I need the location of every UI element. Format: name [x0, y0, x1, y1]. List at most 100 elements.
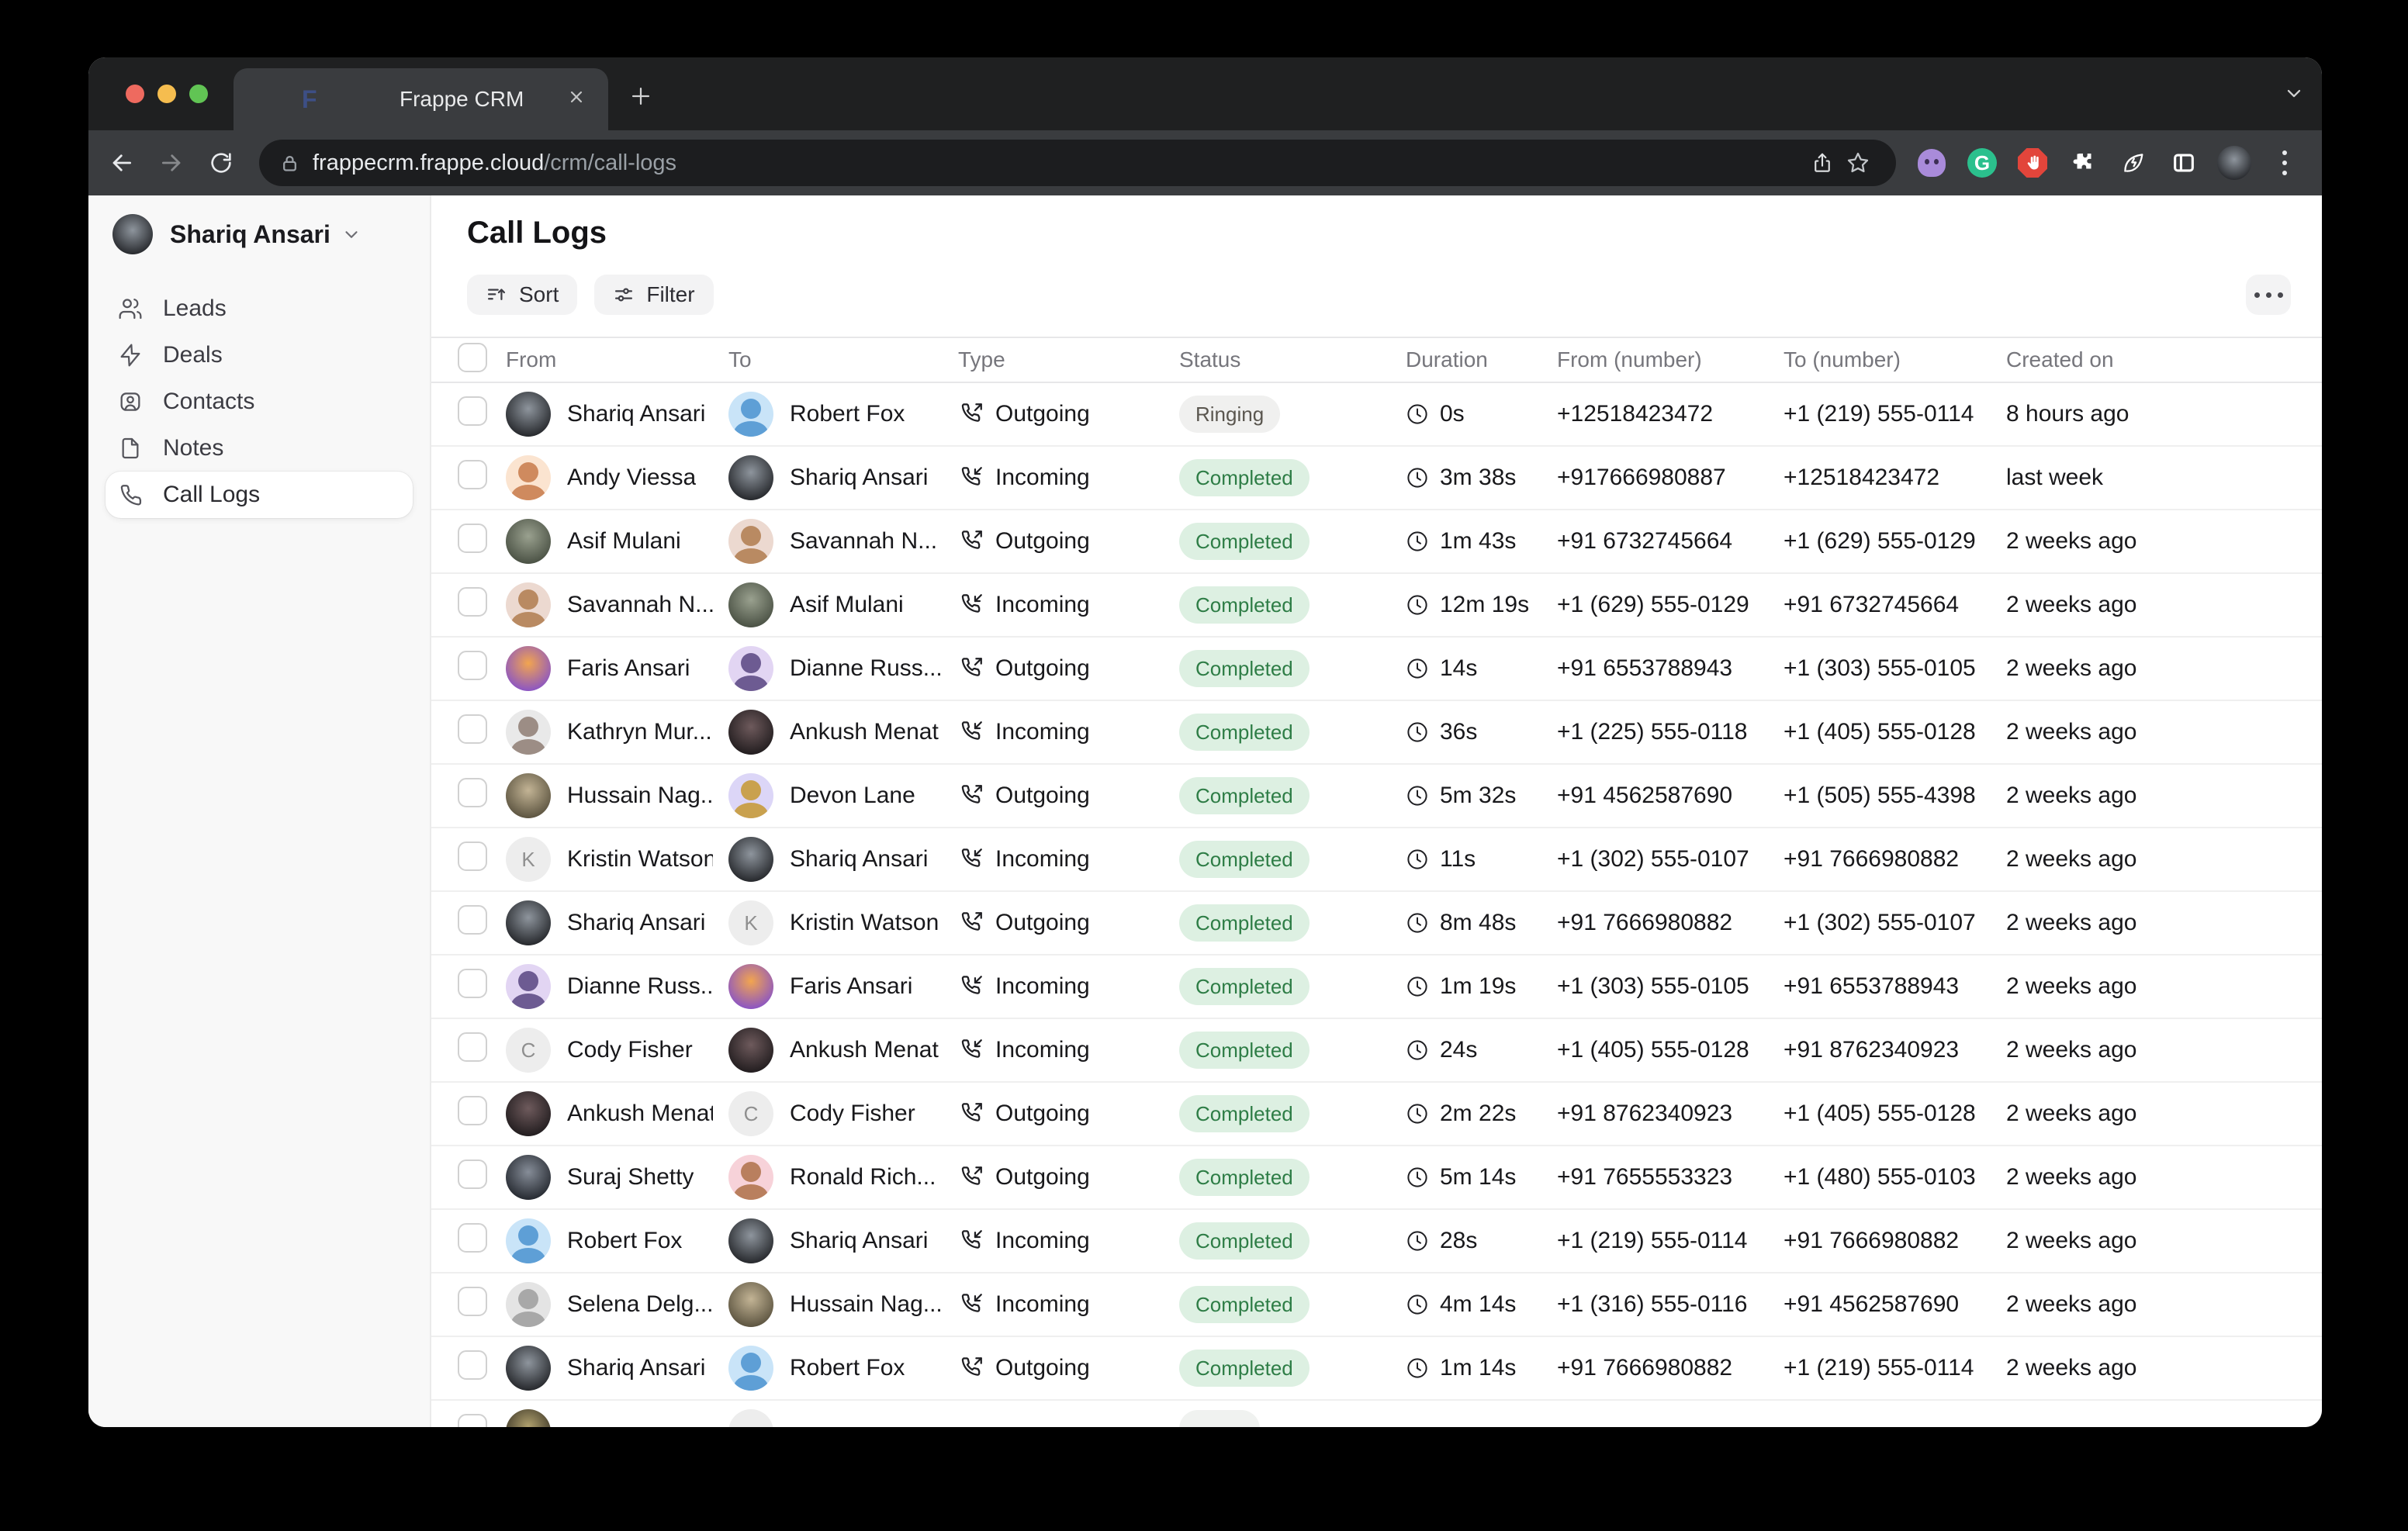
row-checkbox[interactable] — [458, 1223, 487, 1253]
sidebar-item-leads[interactable]: Leads — [106, 285, 413, 332]
column-header[interactable]: To (number) — [1784, 347, 1901, 372]
table-row[interactable]: Shariq Ansari K Kristin Watson Outgoing Comp… — [431, 892, 2322, 956]
row-checkbox[interactable] — [458, 1096, 487, 1125]
to-name[interactable]: Savannah N... — [790, 528, 938, 554]
from-name[interactable]: Asif Mulani — [567, 528, 681, 554]
extensions-puzzle-icon[interactable] — [2066, 146, 2100, 180]
table-row[interactable]: K Kristin Watson Shariq Ansari Incoming Comp… — [431, 828, 2322, 892]
leaf-extension-icon[interactable] — [2116, 146, 2150, 180]
tab-close-icon[interactable] — [566, 87, 586, 111]
to-name[interactable]: Ankush Menat — [790, 1037, 939, 1063]
sort-button[interactable]: Sort — [467, 275, 578, 315]
browser-menu-icon[interactable] — [2268, 146, 2302, 180]
from-name[interactable]: Savannah N... — [567, 592, 713, 617]
table-row[interactable]: Robert Fox Shariq Ansari Incoming Completed… — [431, 1210, 2322, 1274]
row-checkbox[interactable] — [458, 778, 487, 807]
to-name[interactable]: Faris Ansari — [790, 973, 913, 999]
from-name[interactable]: Faris Ansari — [567, 655, 690, 681]
table-row[interactable]: Savannah N... Asif Mulani Incoming Complete… — [431, 574, 2322, 638]
row-checkbox[interactable] — [458, 714, 487, 744]
row-checkbox[interactable] — [458, 587, 487, 617]
from-name[interactable]: Suraj Shetty — [567, 1164, 694, 1190]
to-name[interactable]: Asif Mulani — [790, 592, 904, 617]
bookmark-star-icon[interactable] — [1840, 145, 1876, 181]
table-row[interactable]: Kathryn Mur... Ankush Menat Incoming Comple… — [431, 701, 2322, 765]
column-header[interactable]: Created on — [2006, 347, 2114, 372]
column-header[interactable]: Status — [1179, 347, 1241, 372]
tab-frappe-crm[interactable]: F Frappe CRM — [234, 68, 608, 130]
table-row[interactable]: Andy Viessa Shariq Ansari Incoming Complete… — [431, 447, 2322, 510]
sidebar-item-notes[interactable]: Notes — [106, 425, 413, 472]
from-name[interactable]: Dianne Russ... — [567, 973, 713, 999]
to-name[interactable]: Shariq Ansari — [790, 846, 929, 872]
adblock-extension-icon[interactable] — [2015, 146, 2050, 180]
row-checkbox[interactable] — [458, 1032, 487, 1062]
to-name[interactable]: Cody Fisher — [790, 1101, 915, 1126]
to-name[interactable]: Ronald Rich... — [790, 1164, 936, 1190]
to-name[interactable]: Kristin Watson — [790, 910, 939, 935]
column-header[interactable]: Duration — [1406, 347, 1488, 372]
from-name[interactable]: Cody Fisher — [567, 1037, 693, 1063]
zoom-window-button[interactable] — [189, 85, 208, 103]
row-checkbox[interactable] — [458, 524, 487, 553]
to-name[interactable]: Ankush Menat — [790, 719, 939, 745]
row-checkbox[interactable] — [458, 396, 487, 426]
row-checkbox[interactable] — [458, 969, 487, 998]
from-name[interactable]: Ankush Menat — [567, 1101, 713, 1126]
to-name[interactable]: Robert Fox — [790, 1355, 905, 1381]
to-name[interactable]: Shariq Ansari — [790, 1228, 929, 1253]
table-row[interactable]: Selena Delg... Hussain Nag... Incoming Comp… — [431, 1274, 2322, 1337]
to-name[interactable]: Devon Lane — [790, 783, 915, 808]
minimize-window-button[interactable] — [157, 85, 176, 103]
side-panel-icon[interactable] — [2167, 146, 2201, 180]
to-name[interactable]: Robert Fox — [790, 401, 905, 427]
tab-search-chevron-icon[interactable] — [2283, 82, 2305, 108]
table-row-partial[interactable] — [431, 1401, 2322, 1427]
reload-button[interactable] — [203, 145, 239, 181]
from-name[interactable]: Andy Viessa — [567, 465, 697, 490]
from-name[interactable]: Shariq Ansari — [567, 401, 706, 427]
address-bar[interactable]: frappecrm.frappe.cloud/crm/call-logs — [259, 140, 1896, 186]
new-tab-button[interactable] — [622, 78, 659, 115]
column-header[interactable]: From (number) — [1557, 347, 1702, 372]
grammarly-extension-icon[interactable]: G — [1965, 146, 1999, 180]
row-checkbox[interactable] — [458, 1414, 487, 1427]
table-row[interactable]: Hussain Nag... Devon Lane Outgoing Complete… — [431, 765, 2322, 828]
table-row[interactable]: Asif Mulani Savannah N... Outgoing Complete… — [431, 510, 2322, 574]
column-header[interactable]: From — [506, 347, 557, 372]
row-checkbox[interactable] — [458, 651, 487, 680]
table-row[interactable]: C Cody Fisher Ankush Menat Incoming Complete… — [431, 1019, 2322, 1083]
filter-button[interactable]: Filter — [594, 275, 714, 315]
sidebar-item-deals[interactable]: Deals — [106, 332, 413, 378]
forward-button[interactable] — [154, 145, 189, 181]
from-name[interactable]: Selena Delg... — [567, 1291, 713, 1317]
from-name[interactable]: Kristin Watson — [567, 846, 713, 872]
from-name[interactable]: Kathryn Mur... — [567, 719, 712, 745]
row-checkbox[interactable] — [458, 905, 487, 935]
table-row[interactable]: Dianne Russ... Faris Ansari Incoming Comple… — [431, 956, 2322, 1019]
row-checkbox[interactable] — [458, 1159, 487, 1189]
row-checkbox[interactable] — [458, 1350, 487, 1380]
table-row[interactable]: Ankush Menat C Cody Fisher Outgoing Complete… — [431, 1083, 2322, 1146]
sidebar-item-call-logs[interactable]: Call Logs — [106, 472, 413, 518]
column-header[interactable]: Type — [958, 347, 1005, 372]
from-name[interactable]: Shariq Ansari — [567, 910, 706, 935]
column-header[interactable]: To — [728, 347, 752, 372]
table-row[interactable]: Shariq Ansari Robert Fox Outgoing Completed… — [431, 1337, 2322, 1401]
row-checkbox[interactable] — [458, 460, 487, 489]
to-name[interactable]: Dianne Russ... — [790, 655, 943, 681]
sidebar-item-contacts[interactable]: Contacts — [106, 378, 413, 425]
table-row[interactable]: Shariq Ansari Robert Fox Outgoing Ringing 0s… — [431, 383, 2322, 447]
close-window-button[interactable] — [126, 85, 144, 103]
table-row[interactable]: Suraj Shetty Ronald Rich... Outgoing Comple… — [431, 1146, 2322, 1210]
row-checkbox[interactable] — [458, 842, 487, 871]
to-name[interactable]: Hussain Nag... — [790, 1291, 943, 1317]
share-icon[interactable] — [1804, 145, 1840, 181]
from-name[interactable]: Robert Fox — [567, 1228, 683, 1253]
user-menu[interactable]: Shariq Ansari — [112, 214, 414, 254]
select-all-checkbox[interactable] — [458, 342, 487, 372]
table-row[interactable]: Faris Ansari Dianne Russ... Outgoing Comple… — [431, 638, 2322, 701]
row-checkbox[interactable] — [458, 1287, 487, 1316]
more-options-button[interactable] — [2246, 275, 2291, 315]
profile-avatar-icon[interactable] — [2217, 146, 2251, 180]
